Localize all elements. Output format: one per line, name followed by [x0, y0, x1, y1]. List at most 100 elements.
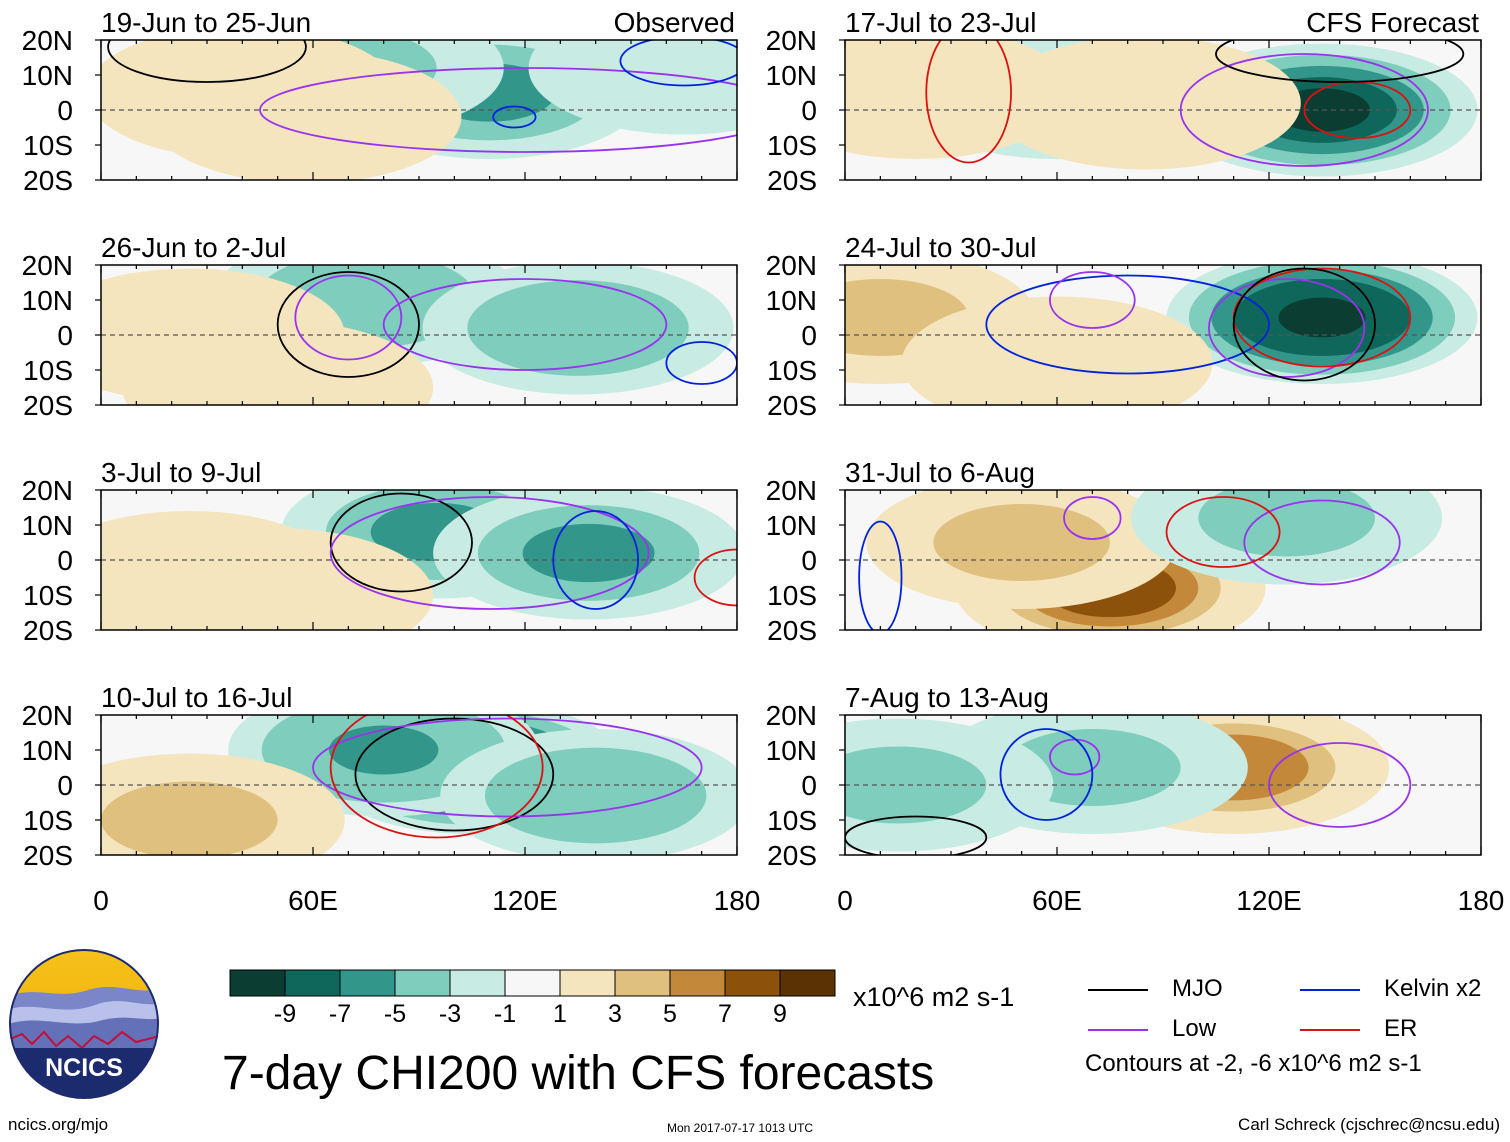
- legend-line: [1300, 989, 1360, 991]
- er-contour: [1165, 496, 1281, 568]
- footer-author[interactable]: Carl Schreck (cjschrec@ncsu.edu): [1238, 1115, 1500, 1134]
- panel-period-title: 7-Aug to 13-Aug: [845, 682, 1049, 713]
- y-tick-label: 10S: [767, 805, 817, 836]
- colorbar-label: 3: [608, 1000, 622, 1028]
- legend-line: [1088, 1029, 1148, 1031]
- colorbar-label: -1: [494, 1000, 516, 1028]
- y-tick-label: 20S: [767, 165, 817, 196]
- low-contour: [1268, 742, 1412, 828]
- anomaly-blob: [529, 766, 662, 825]
- colorbar-swatch: [339, 969, 396, 997]
- low-contour: [329, 496, 650, 610]
- column-heading: CFS Forecast: [1306, 7, 1479, 38]
- colorbar: -9 -7 -5 -3 -1 1 3 5 7 9: [229, 969, 836, 1028]
- mjo-contour: [276, 271, 420, 378]
- kelvin-contour: [999, 728, 1094, 821]
- main-title: 7-day CHI200 with CFS forecasts: [222, 1047, 935, 1100]
- y-tick-label: 10N: [766, 60, 817, 91]
- panel-1-1: 24-Jul to 30-Jul 20N 10N 0 10S 20S: [766, 232, 1482, 421]
- y-tick-label: 10N: [766, 735, 817, 766]
- x-tick-label: 60E: [288, 885, 338, 916]
- kelvin-contour: [985, 274, 1270, 375]
- colorbar-label: -7: [329, 1000, 351, 1028]
- y-tick-label: 20S: [23, 615, 73, 646]
- y-tick-label: 20N: [22, 475, 73, 506]
- colorbar-label: 7: [718, 1000, 732, 1028]
- anomaly-blob: [189, 349, 366, 405]
- y-tick-label: 20N: [766, 250, 817, 281]
- kelvin-contour: [619, 40, 737, 87]
- y-tick-label: 10S: [767, 580, 817, 611]
- mjo-contour: [329, 492, 473, 593]
- low-contour: [312, 717, 703, 818]
- y-tick-label: 0: [801, 320, 817, 351]
- colorbar-label: 1: [553, 1000, 567, 1028]
- anomaly-blob: [966, 518, 1077, 567]
- anomaly-blob: [595, 40, 737, 107]
- low-contour: [294, 274, 403, 361]
- legend-label: Kelvin x2: [1384, 975, 1482, 1002]
- x-tick-label: 120E: [492, 885, 557, 916]
- y-tick-label: 10S: [23, 355, 73, 386]
- anomaly-blob: [522, 523, 655, 583]
- colorbar-swatch: [504, 969, 561, 997]
- colorbar-label: 9: [773, 1000, 787, 1028]
- x-tick-label: 60E: [1032, 885, 1082, 916]
- low-contour: [382, 278, 668, 371]
- panel-period-title: 24-Jul to 30-Jul: [845, 232, 1036, 263]
- y-tick-label: 10S: [767, 130, 817, 161]
- panel-period-title: 3-Jul to 9-Jul: [101, 457, 261, 488]
- anomaly-blob: [845, 746, 987, 824]
- low-contour: [1208, 278, 1366, 378]
- colorbar-swatch: [229, 969, 286, 997]
- x-tick-label: 180: [714, 885, 761, 916]
- y-tick-label: 20N: [766, 25, 817, 56]
- panel-1-3: 7-Aug to 13-Aug 20N 10N 0 10S 20S: [766, 682, 1482, 871]
- panel-0-0: 19-Jun to 25-Jun Observed 20N 10N 0 10S 20S: [22, 7, 738, 196]
- anomaly-blob: [512, 298, 644, 358]
- footer-timestamp: Mon 2017-07-17 1013 UTC: [667, 1121, 814, 1135]
- anomaly-blob: [845, 293, 936, 342]
- legend-line: [1300, 1029, 1360, 1031]
- y-tick-label: 10S: [23, 580, 73, 611]
- kelvin-contour: [492, 105, 537, 129]
- kelvin-contour: [665, 341, 737, 385]
- colorbar-label: -5: [384, 1000, 406, 1028]
- y-tick-label: 0: [57, 770, 73, 801]
- ncics-logo: NCICS: [9, 949, 159, 1099]
- panel-period-title: 26-Jun to 2-Jul: [101, 232, 286, 263]
- colorbar-units: x10^6 m2 s-1: [853, 982, 1015, 1012]
- footer-url[interactable]: ncics.org/mjo: [8, 1115, 109, 1134]
- y-tick-label: 10N: [22, 735, 73, 766]
- y-tick-label: 0: [57, 320, 73, 351]
- low-contour: [1049, 271, 1136, 329]
- low-contour: [1243, 499, 1401, 586]
- y-tick-label: 20S: [767, 615, 817, 646]
- colorbar-swatch: [724, 969, 781, 997]
- x-tick-label: 0: [837, 885, 853, 916]
- logo-text: NCICS: [45, 1054, 123, 1082]
- mjo-contour: [845, 815, 988, 855]
- legend-line: [1088, 989, 1148, 991]
- y-tick-label: 20S: [23, 390, 73, 421]
- colorbar-swatch: [614, 969, 671, 997]
- panel-0-2: 3-Jul to 9-Jul 20N 10N 0 10S 20S: [22, 457, 738, 646]
- panel-period-title: 31-Jul to 6-Aug: [845, 457, 1035, 488]
- colorbar-swatch: [559, 969, 616, 997]
- colorbar-swatch: [284, 969, 341, 997]
- y-tick-label: 20S: [23, 165, 73, 196]
- y-tick-label: 0: [801, 95, 817, 126]
- y-tick-label: 10S: [23, 130, 73, 161]
- y-tick-label: 10N: [766, 285, 817, 316]
- y-tick-label: 20S: [767, 390, 817, 421]
- colorbar-label: -9: [274, 1000, 296, 1028]
- y-tick-label: 0: [801, 545, 817, 576]
- panel-0-1: 26-Jun to 2-Jul 20N 10N 0 10S 20S: [22, 232, 738, 421]
- panel-1-2: 31-Jul to 6-Aug 20N 10N 0 10S 20S: [766, 457, 1482, 646]
- x-tick-label: 0: [93, 885, 109, 916]
- contours-note: Contours at -2, -6 x10^6 m2 s-1: [1085, 1050, 1422, 1077]
- kelvin-contour: [552, 510, 639, 610]
- anomaly-blob: [1278, 297, 1366, 338]
- y-tick-label: 20N: [766, 475, 817, 506]
